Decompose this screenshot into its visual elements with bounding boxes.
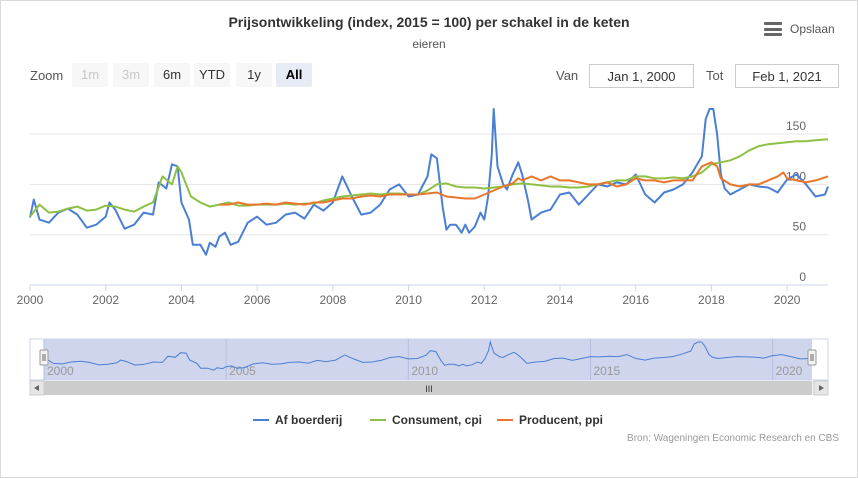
- legend-label: Consument, cpi: [392, 413, 483, 427]
- y-tick-label: 50: [793, 220, 807, 234]
- hamburger-menu-icon[interactable]: [764, 22, 782, 36]
- export-menu-button[interactable]: Opslaan: [764, 22, 835, 36]
- series-line-2: [219, 161, 829, 206]
- x-tick-label: 2018: [698, 293, 725, 307]
- legend-item-consument-cpi[interactable]: Consument, cpi: [370, 413, 482, 427]
- chart-credits: Bron: Wageningen Economic Research en CB…: [627, 433, 839, 444]
- x-tick-label: 2010: [395, 293, 422, 307]
- navigator-tick-label: 2015: [593, 364, 620, 378]
- legend-swatch-green: [370, 419, 386, 421]
- legend-item-producent-ppi[interactable]: Producent, ppi: [497, 413, 603, 427]
- scrollbar-grip: III: [425, 384, 433, 394]
- legend-swatch-blue: [253, 419, 269, 421]
- zoom-6m-button[interactable]: 6m: [154, 63, 190, 87]
- navigator-right-handle[interactable]: [807, 349, 817, 366]
- series-line-1: [29, 138, 829, 218]
- legend-label: Producent, ppi: [519, 413, 603, 427]
- zoom-1m-button[interactable]: 1m: [72, 63, 108, 87]
- x-axis: 2000 2002 2004 2006 2008 2010 2012 2014 2016 2018…: [17, 284, 828, 307]
- legend-swatch-orange: [497, 419, 513, 421]
- range-from-label: Van: [556, 68, 579, 83]
- navigator-tick-label: 2010: [411, 364, 438, 378]
- range-to-input[interactable]: Feb 1, 2021: [735, 64, 839, 88]
- x-tick-label: 2002: [92, 293, 119, 307]
- zoom-all-button[interactable]: All: [276, 63, 312, 87]
- navigator-left-handle[interactable]: [39, 349, 49, 366]
- y-tick-label: 150: [786, 119, 806, 133]
- series-line-0: [29, 108, 829, 256]
- navigator-tick-label: 2020: [776, 364, 803, 378]
- x-tick-label: 2000: [17, 293, 44, 307]
- x-tick-label: 2014: [547, 293, 574, 307]
- navigator-tick-label: 2000: [47, 364, 74, 378]
- legend-item-af-boerderij[interactable]: Af boerderij: [253, 413, 342, 427]
- x-tick-label: 2008: [319, 293, 346, 307]
- x-tick-label: 2020: [774, 293, 801, 307]
- x-tick-label: 2016: [622, 293, 649, 307]
- series-layer: [29, 108, 829, 256]
- legend-label: Af boerderij: [275, 413, 343, 427]
- x-tick-label: 2012: [471, 293, 498, 307]
- zoom-ytd-button[interactable]: YTD: [194, 63, 230, 87]
- x-tick-label: 2006: [244, 293, 271, 307]
- scroll-left-arrow-icon: [34, 385, 39, 391]
- range-to-label: Tot: [706, 68, 724, 83]
- navigator-mask: [44, 339, 812, 380]
- x-tick-label: 2004: [168, 293, 195, 307]
- chart-title: Prijsontwikkeling (index, 2015 = 100) pe…: [228, 14, 630, 30]
- scroll-right-arrow-icon: [819, 385, 824, 391]
- scrollbar-thumb[interactable]: [44, 381, 812, 395]
- chart-subtitle: eieren: [412, 37, 446, 51]
- zoom-1y-button[interactable]: 1y: [236, 63, 272, 87]
- y-tick-label: 0: [799, 270, 806, 284]
- zoom-label: Zoom: [30, 68, 64, 83]
- zoom-3m-button[interactable]: 3m: [113, 63, 149, 87]
- export-menu-label[interactable]: Opslaan: [790, 22, 835, 36]
- range-from-input[interactable]: Jan 1, 2000: [589, 64, 694, 88]
- navigator-series-line: [43, 340, 813, 371]
- grid-layer: [30, 133, 828, 236]
